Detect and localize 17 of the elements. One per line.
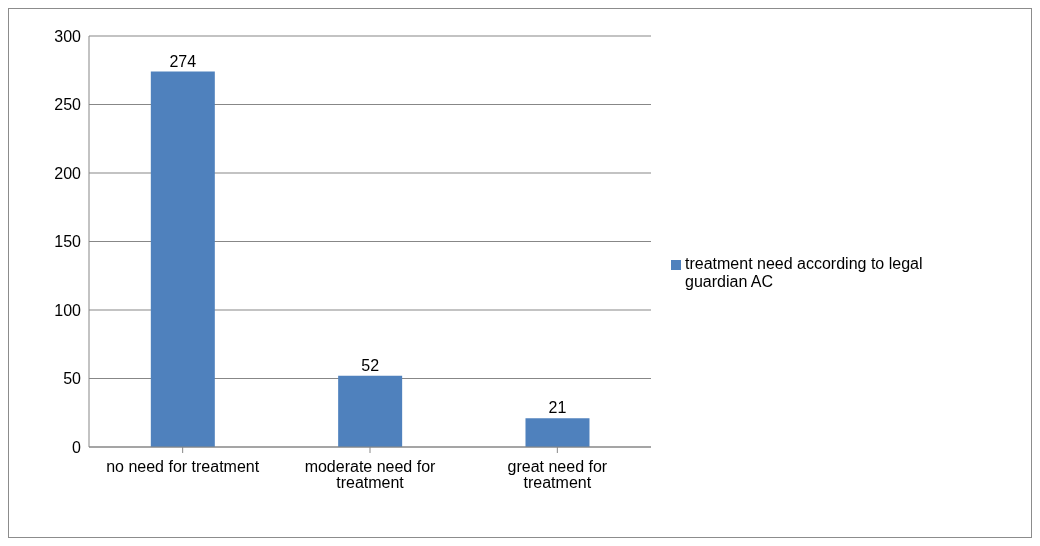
legend-label: treatment need according to legal guardian AC [685, 255, 924, 291]
x-tick-label: no need for treatment [106, 458, 260, 476]
y-tick-label: 100 [54, 301, 82, 319]
bar [150, 71, 215, 447]
y-tick-label: 0 [72, 438, 82, 456]
bar [338, 375, 403, 447]
x-tick-label: great need for treatment [507, 458, 608, 492]
y-tick-label: 50 [63, 370, 82, 388]
y-tick-label: 200 [54, 164, 82, 182]
x-tick-label: moderate need for treatment [304, 458, 437, 492]
y-tick-label: 250 [54, 96, 82, 114]
y-tick-label: 300 [54, 27, 82, 45]
data-label: 21 [548, 399, 567, 417]
data-label: 274 [169, 52, 197, 70]
data-label: 52 [361, 356, 380, 374]
y-tick-label: 150 [54, 233, 82, 251]
bar [525, 418, 590, 447]
